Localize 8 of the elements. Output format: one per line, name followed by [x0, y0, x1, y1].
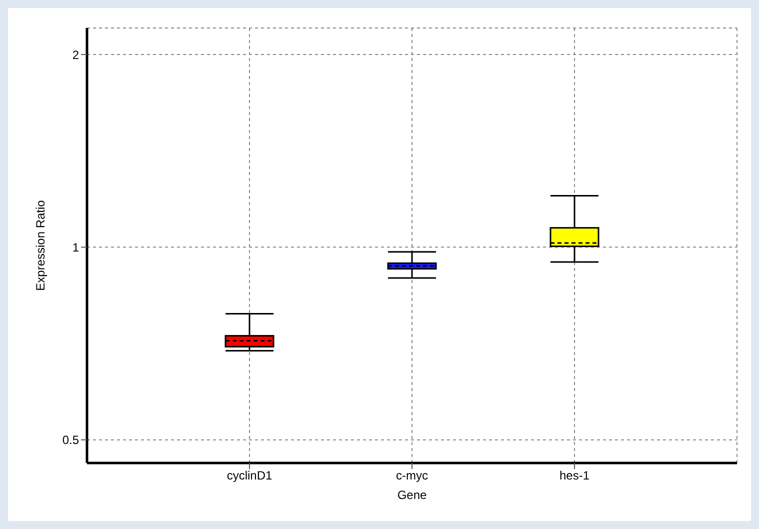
x-tick-label: hes-1 [559, 468, 590, 483]
x-axis-title: Gene [397, 488, 427, 502]
x-tick-label: cyclinD1 [226, 468, 272, 483]
y-tick-label: 0.5 [62, 433, 80, 448]
x-tick-label: c-myc [396, 468, 428, 483]
y-axis-title: Expression Ratio [33, 200, 48, 291]
y-tick-label: 1 [72, 240, 80, 254]
y-tick-label: 2 [72, 48, 80, 62]
